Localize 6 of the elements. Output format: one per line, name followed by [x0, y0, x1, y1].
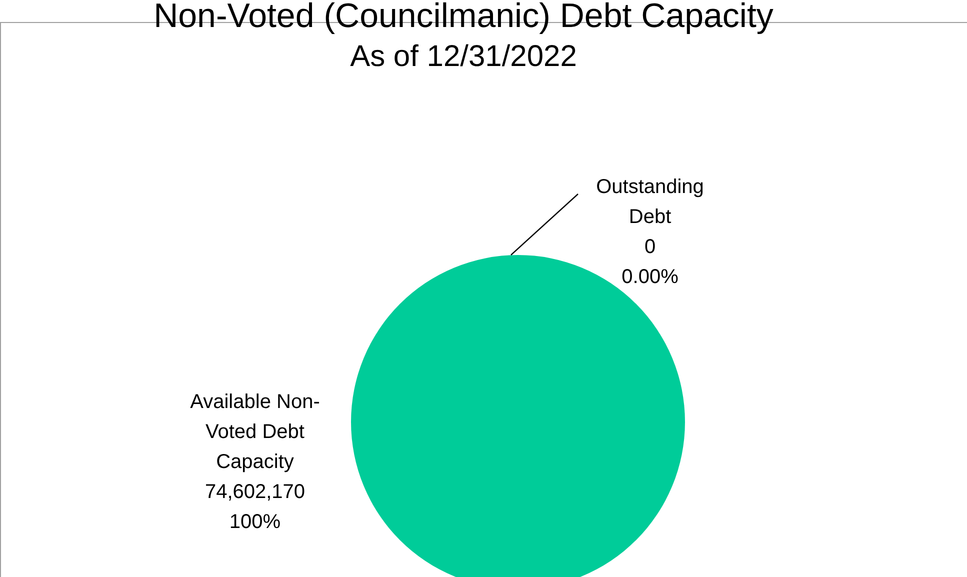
text: 0 0.00%: [622, 236, 678, 288]
category-label: Outstanding Debt: [596, 176, 704, 228]
data-label: 74,602,170 100%: [204, 481, 306, 533]
chart-title: Non-Voted (Councilmanic) Debt Capacity: [154, 0, 774, 35]
slice-label: Available Non-Voted Debt Capacity: [190, 391, 320, 473]
chart-subtitle: As of 12/31/2022: [350, 40, 577, 73]
